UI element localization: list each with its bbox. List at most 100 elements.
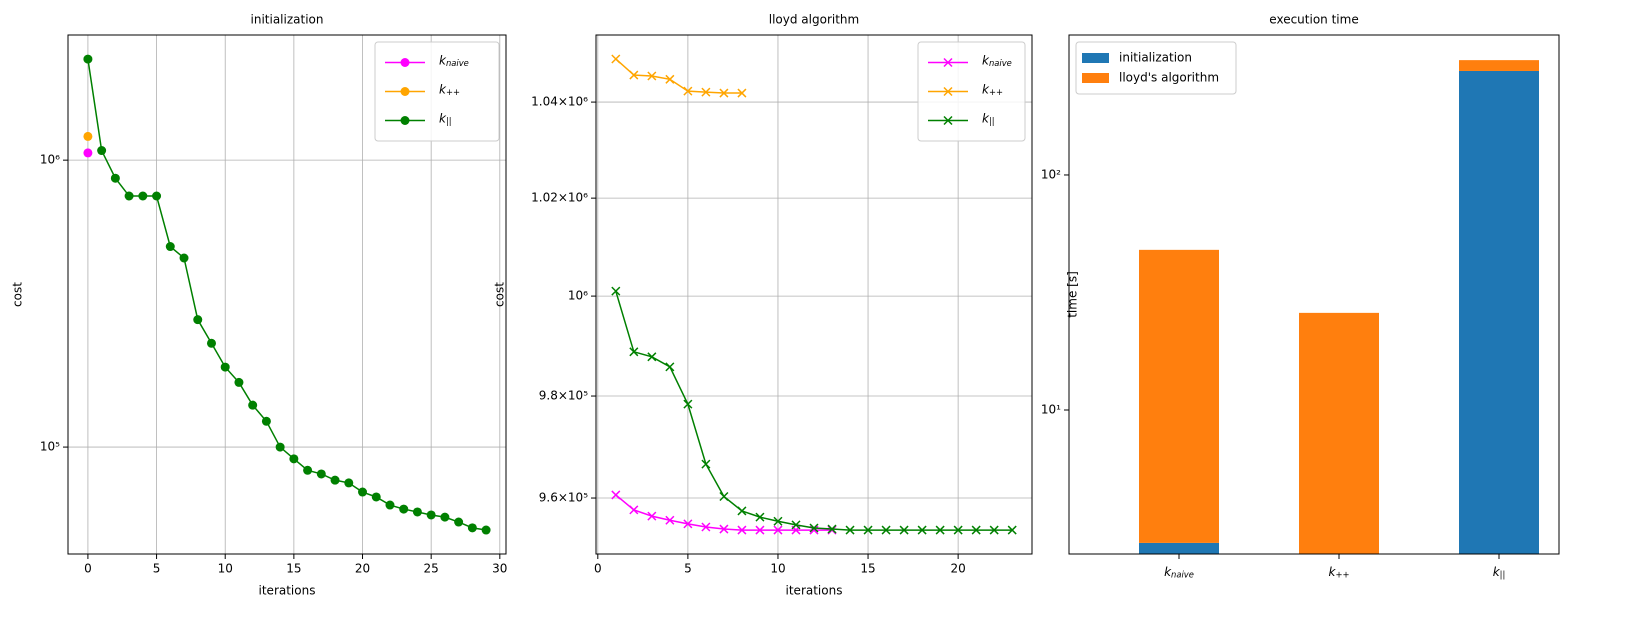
marker	[206, 338, 216, 348]
x-tick-label: 25	[424, 562, 439, 576]
y-tick-label: 10⁶	[568, 289, 588, 303]
x-tick-label: k||	[1493, 565, 1506, 580]
marker	[481, 525, 491, 535]
marker	[791, 520, 801, 530]
marker	[899, 525, 909, 535]
subscript: naive	[1171, 569, 1194, 579]
legend-label: k++	[982, 82, 1003, 97]
legend-box	[1075, 41, 1237, 95]
marker	[611, 54, 621, 64]
legend-label: knaive	[982, 53, 1012, 68]
marker	[737, 506, 747, 516]
symbol: k	[439, 82, 447, 96]
marker	[275, 442, 285, 452]
x-tick-label: 10	[770, 562, 785, 576]
x-tick-label: 15	[860, 562, 875, 576]
marker	[683, 86, 693, 96]
marker	[426, 510, 436, 520]
marker	[809, 523, 819, 533]
subscript: naive	[989, 58, 1012, 68]
marker	[138, 191, 148, 201]
legend-label: k++	[439, 82, 460, 97]
x-tick-label: 20	[950, 562, 965, 576]
symbol: k	[1164, 565, 1172, 579]
y-tick-label: 10²	[1041, 167, 1061, 181]
x-tick-label: 5	[153, 562, 161, 576]
subscript: ++	[989, 87, 1003, 97]
bar-segment	[1299, 312, 1379, 554]
marker	[845, 525, 855, 535]
marker	[193, 315, 203, 325]
marker	[316, 469, 326, 479]
symbol: k	[982, 53, 990, 67]
chart-title: lloyd algorithm	[769, 13, 859, 27]
marker	[611, 286, 621, 296]
marker	[943, 86, 953, 97]
marker	[400, 87, 410, 96]
marker	[179, 253, 189, 263]
marker	[358, 487, 368, 497]
subscript: ++	[446, 87, 460, 97]
marker	[683, 519, 693, 529]
marker	[400, 116, 410, 125]
marker	[330, 475, 340, 485]
marker	[400, 58, 410, 67]
marker	[719, 524, 729, 534]
marker	[1007, 525, 1017, 535]
y-tick-label: 10⁵	[40, 440, 60, 454]
x-axis-label: iterations	[259, 584, 316, 598]
bar-segment	[1139, 249, 1219, 543]
marker	[83, 54, 93, 64]
x-tick-label: 20	[355, 562, 370, 576]
legend-label: lloyd's algorithm	[1119, 71, 1219, 85]
x-tick-label: 30	[492, 562, 507, 576]
marker	[773, 525, 783, 535]
marker	[737, 88, 747, 98]
x-tick-label: 10	[218, 562, 233, 576]
axes-frame	[1068, 34, 1560, 555]
symbol: k	[1493, 565, 1501, 579]
symbol: k	[439, 111, 447, 125]
marker	[97, 146, 107, 156]
bar-segment	[1139, 542, 1219, 554]
marker	[303, 465, 313, 475]
marker	[124, 191, 134, 201]
marker	[83, 131, 93, 141]
marker	[989, 525, 999, 535]
marker	[647, 352, 657, 362]
y-tick-label: 1.04×10⁶	[531, 95, 588, 109]
x-tick-label: k++	[1329, 565, 1350, 580]
marker	[454, 517, 464, 527]
series-line	[615, 58, 742, 94]
subscript: naive	[446, 58, 469, 68]
y-tick-label: 1.02×10⁶	[531, 191, 588, 205]
legend-swatch	[1082, 73, 1109, 83]
bar-segment	[1459, 60, 1539, 71]
marker	[665, 74, 675, 84]
marker	[399, 504, 409, 514]
x-axis-label: iterations	[786, 584, 843, 598]
marker	[827, 524, 837, 534]
subscript: ||	[1500, 569, 1506, 579]
marker	[83, 148, 93, 158]
bar-segment	[1459, 70, 1539, 554]
marker	[234, 377, 244, 387]
marker	[261, 416, 271, 426]
marker	[152, 191, 162, 201]
marker	[755, 512, 765, 522]
symbol: k	[982, 111, 990, 125]
axes-frame	[595, 34, 1033, 555]
marker	[773, 516, 783, 526]
x-tick-label: 0	[594, 562, 602, 576]
y-axis-label: time [s]	[1066, 271, 1080, 318]
marker	[289, 454, 299, 464]
marker	[165, 242, 175, 252]
marker	[385, 500, 395, 510]
marker	[611, 490, 621, 500]
marker	[701, 87, 711, 97]
marker	[371, 492, 381, 502]
marker	[248, 400, 258, 410]
chart-title: execution time	[1269, 13, 1358, 27]
marker	[110, 173, 120, 183]
